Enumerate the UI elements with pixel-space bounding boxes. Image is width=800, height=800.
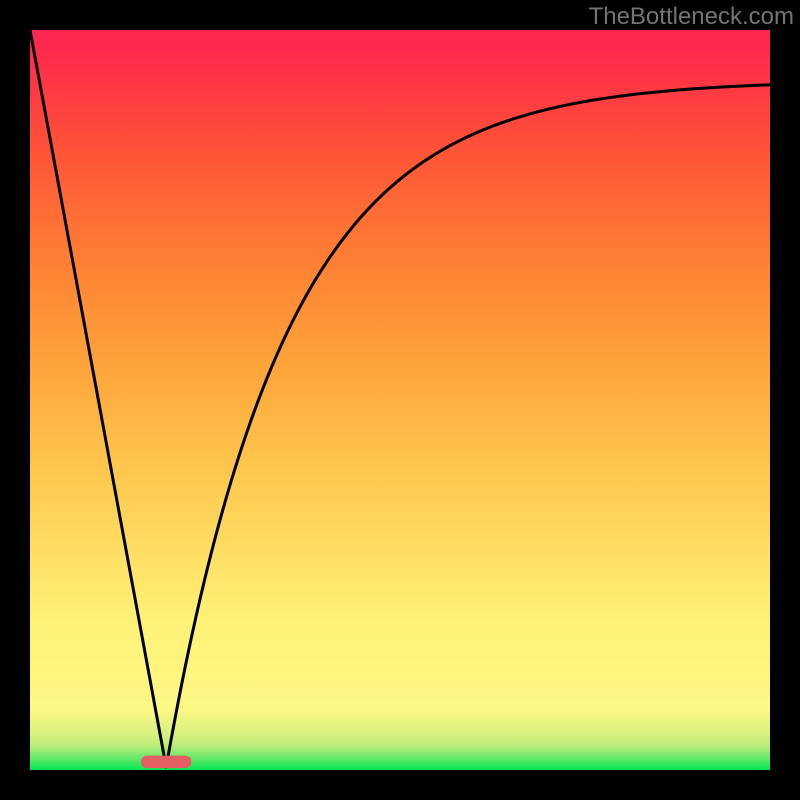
bottleneck-curve <box>30 30 770 767</box>
minimum-marker <box>141 756 191 769</box>
curve-layer <box>30 30 770 770</box>
chart-frame: TheBottleneck.com <box>0 0 800 800</box>
watermark-text: TheBottleneck.com <box>589 3 794 31</box>
plot-area <box>30 30 770 770</box>
